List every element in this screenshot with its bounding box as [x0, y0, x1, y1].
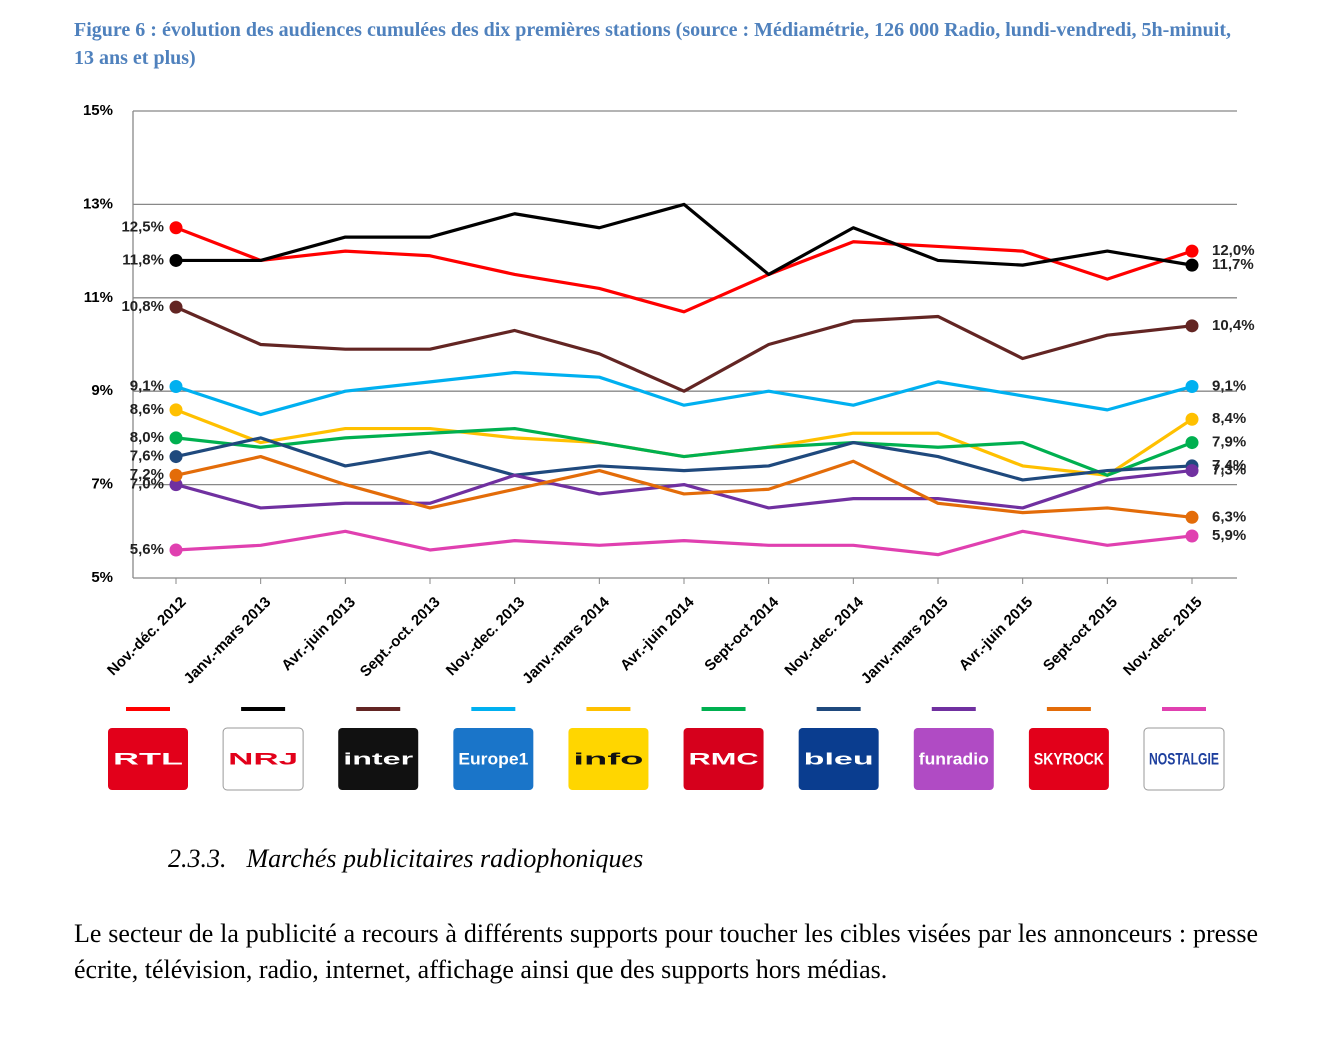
- series-line: [175, 436, 1193, 482]
- data-label: 7,4%: [1212, 457, 1246, 474]
- y-tick-label: 7%: [91, 476, 113, 493]
- data-label: 5,6%: [130, 541, 164, 558]
- legend-label: NRJ: [228, 749, 298, 768]
- legend-label: RMC: [689, 749, 759, 768]
- y-tick-label: 9%: [91, 382, 113, 399]
- chart: 5%7%9%11%13%15%Nov.-déc. 2012Janv.-mars …: [83, 102, 1255, 791]
- data-point: [1185, 436, 1199, 450]
- data-point: [169, 253, 183, 267]
- data-point: [169, 450, 183, 464]
- y-tick-label: 15%: [83, 102, 113, 119]
- data-label: 10,8%: [121, 298, 164, 315]
- data-point: [169, 300, 183, 314]
- data-point: [1185, 319, 1199, 333]
- data-point: [169, 403, 183, 417]
- data-point: [1185, 529, 1199, 543]
- data-label: 11,7%: [1212, 256, 1254, 273]
- x-tick-label: Avr.-juin 2015: [956, 594, 1037, 675]
- x-tick-label: Janv.-mars 2013: [181, 594, 275, 688]
- data-point: [169, 221, 183, 235]
- series-line: [175, 426, 1193, 477]
- legend-logo: [338, 728, 419, 790]
- y-tick-label: 5%: [91, 569, 113, 586]
- figure-caption: Figure 6 : évolution des audiences cumul…: [74, 19, 1232, 69]
- x-tick-label: Nov.-déc. 2012: [104, 594, 190, 680]
- paragraph: Le secteur de la publicité a recours à d…: [74, 919, 1258, 984]
- y-tick-label: 13%: [83, 195, 113, 212]
- legend-label: funradio: [919, 749, 989, 768]
- data-label: 12,5%: [121, 219, 164, 236]
- legend-label: inter: [343, 749, 414, 768]
- series-line: [176, 202, 1193, 277]
- legend-label: RTL: [113, 749, 183, 768]
- data-label: 10,4%: [1212, 317, 1255, 334]
- x-tick-label: Sept-oct 2014: [701, 593, 782, 674]
- x-tick-label: Sept.-oct. 2013: [357, 594, 444, 681]
- series-line: [175, 454, 1193, 519]
- data-label: 9,1%: [1212, 377, 1246, 394]
- series-line: [175, 408, 1193, 477]
- data-point: [169, 543, 183, 557]
- series-line: [175, 370, 1193, 417]
- legend-logo: [222, 727, 304, 791]
- data-label: 8,6%: [130, 401, 164, 418]
- legend-label: SKYROCK: [1034, 749, 1105, 768]
- data-label: 12,0%: [1212, 242, 1255, 259]
- data-point: [1185, 412, 1199, 426]
- series-line: [175, 468, 1193, 510]
- data-label: 5,9%: [1212, 527, 1246, 544]
- y-tick-label: 11%: [84, 289, 113, 306]
- x-tick-label: Avr.-juin 2013: [278, 594, 359, 675]
- x-tick-label: Janv.-mars 2014: [519, 593, 613, 687]
- data-label: 7,6%: [130, 448, 164, 465]
- x-tick-label: Janv.-mars 2015: [858, 594, 952, 688]
- legend-label: NOSTALGIE: [1149, 749, 1219, 768]
- data-label: 8,4%: [1212, 410, 1246, 427]
- legend-logo: [453, 728, 534, 790]
- x-tick-label: Avr.-juin 2014: [617, 593, 698, 674]
- x-tick-label: Nov.-dec. 2013: [443, 594, 529, 680]
- legend-logo: [798, 728, 879, 790]
- legend-logo: [913, 728, 994, 790]
- data-label: 7,2%: [130, 466, 164, 483]
- data-point: [169, 478, 183, 492]
- series-line: [175, 226, 1193, 314]
- legend-logo: [568, 728, 649, 790]
- data-point: [169, 468, 183, 482]
- data-label: 9,1%: [130, 377, 164, 394]
- data-point: [1185, 464, 1199, 478]
- data-label: 11,8%: [122, 251, 164, 268]
- data-point: [1185, 510, 1199, 524]
- legend-logo: [108, 728, 188, 790]
- section-heading: 2.3.3. Marchés publicitaires radiophoniqu…: [168, 844, 663, 874]
- data-label: 8,0%: [130, 429, 164, 446]
- data-point: [169, 431, 183, 445]
- legend-label: Europe1: [458, 749, 528, 768]
- legend-logo: [1143, 727, 1225, 791]
- series-line: [175, 529, 1193, 557]
- legend-label: info: [573, 749, 643, 768]
- data-label: 6,3%: [1212, 508, 1246, 525]
- data-point: [169, 380, 183, 394]
- x-tick-label: Nov.-dec. 2014: [781, 593, 867, 679]
- legend-logo: [1028, 728, 1109, 790]
- series-line: [175, 305, 1193, 393]
- data-point: [1185, 380, 1199, 394]
- legend-label: bleu: [804, 749, 874, 768]
- x-tick-label: Sept-oct 2015: [1040, 594, 1121, 675]
- legend-logo: [683, 728, 764, 790]
- x-tick-label: Nov.-dec. 2015: [1120, 594, 1206, 680]
- section-number: 2.3.3.: [168, 844, 227, 873]
- data-label: 7,0%: [130, 476, 164, 493]
- data-point: [1185, 258, 1199, 272]
- data-label: 7,3%: [1212, 462, 1246, 479]
- data-label: 7,9%: [1212, 434, 1246, 451]
- section-title: Marchés publicitaires radiophoniques: [246, 844, 644, 873]
- data-point: [1185, 244, 1199, 258]
